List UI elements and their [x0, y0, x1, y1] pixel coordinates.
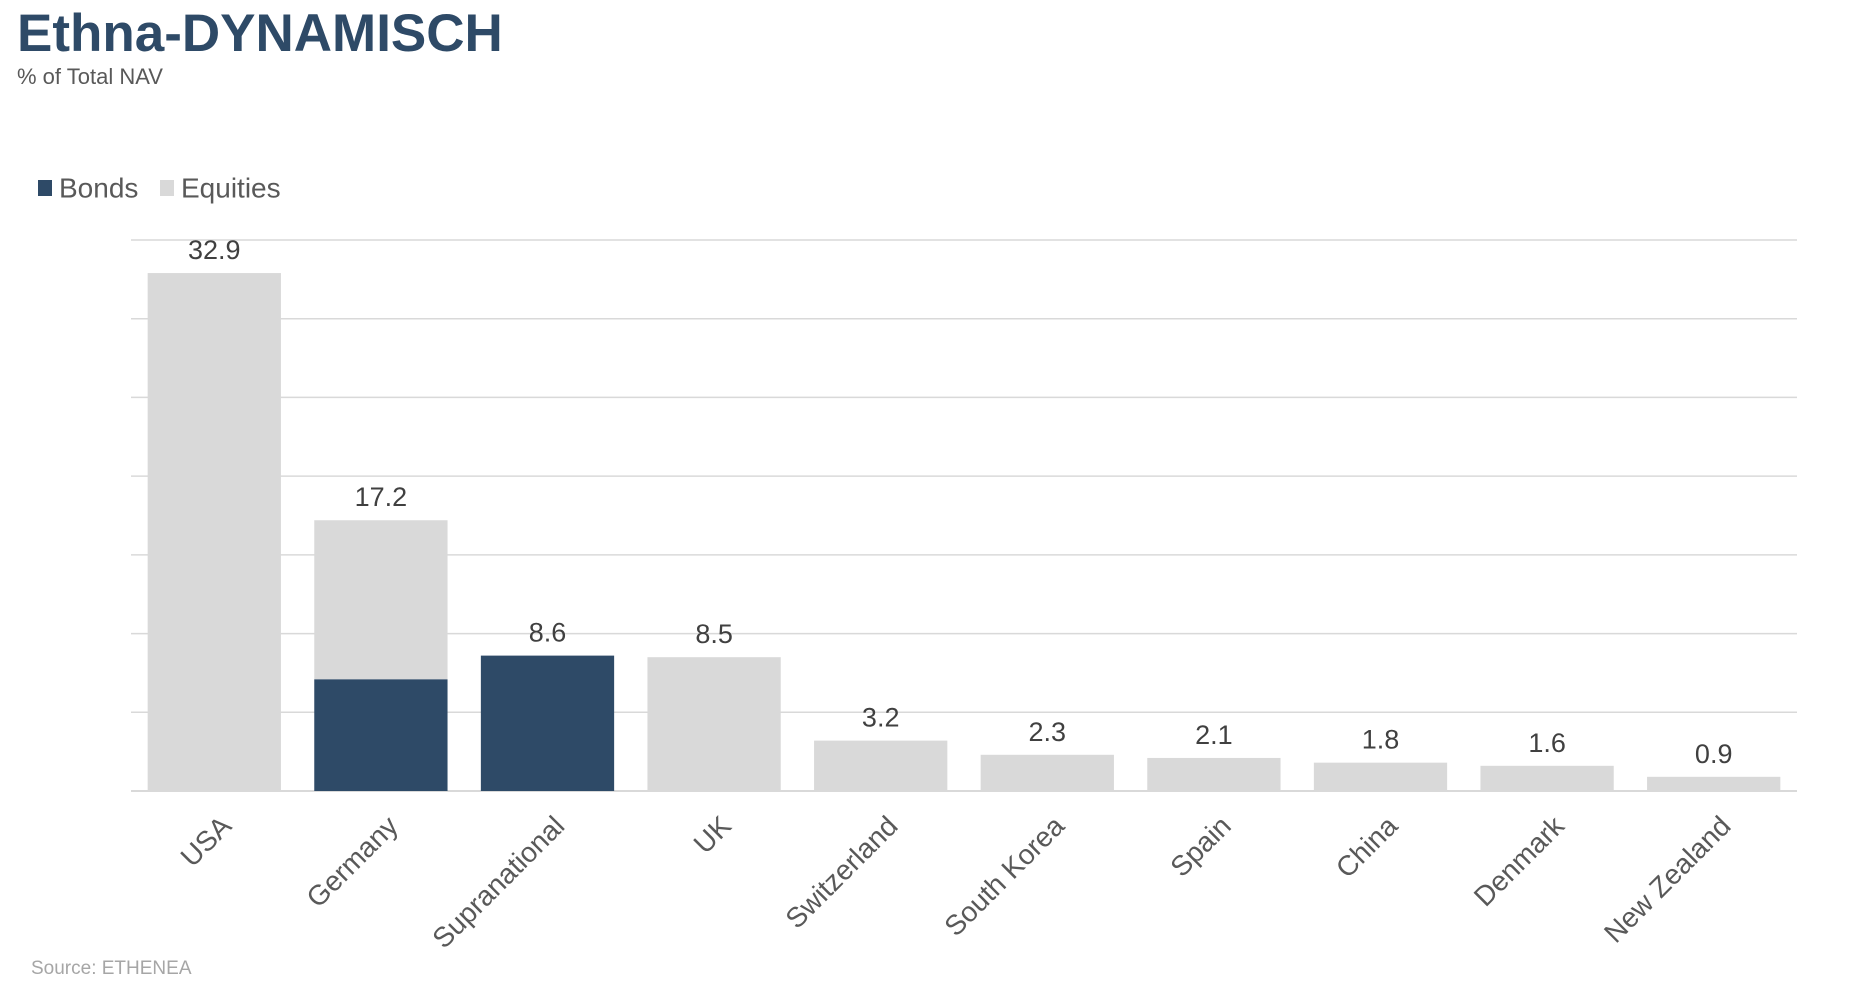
- x-axis: USA Germany Supranational UK Switzerland Sout…: [175, 809, 1737, 954]
- legend-swatch: [160, 180, 174, 196]
- data-label: 8.5: [695, 619, 733, 649]
- data-label: 0.9: [1695, 739, 1733, 769]
- category-label: Switzerland: [779, 810, 903, 934]
- data-label: 17.2: [355, 482, 408, 512]
- category-label: South Korea: [938, 810, 1070, 942]
- category-label: USA: [175, 810, 238, 873]
- legend-label: Bonds: [59, 173, 138, 204]
- category-label: Spain: [1164, 810, 1237, 883]
- bar-equities: [314, 520, 448, 680]
- legend-swatch: [38, 180, 52, 196]
- bar-equities: [1480, 765, 1614, 791]
- category-label: Germany: [301, 810, 404, 913]
- category-label: Supranational: [426, 810, 570, 954]
- legend-label: Equities: [181, 173, 281, 204]
- data-label: 32.9: [188, 235, 241, 265]
- source-note: Source: ETHENEA: [31, 958, 192, 979]
- data-label: 8.6: [529, 618, 567, 648]
- bar-bonds: [314, 679, 448, 791]
- bars: [147, 273, 1781, 791]
- bar-equities: [1147, 757, 1281, 791]
- category-label: Denmark: [1468, 809, 1571, 912]
- category-label: New Zealand: [1598, 810, 1737, 949]
- data-label: 1.6: [1528, 728, 1566, 758]
- bar-equities: [1647, 776, 1781, 791]
- bar-equities: [647, 657, 781, 791]
- data-label: 2.1: [1195, 720, 1233, 750]
- data-labels: 32.9 17.2 8.6 8.5 3.2 2.3 2.1 1.8 1.6 0.9: [188, 235, 1732, 769]
- bar-equities: [147, 273, 281, 791]
- bar-equities: [980, 754, 1114, 791]
- category-label: UK: [688, 810, 738, 860]
- data-label: 3.2: [862, 703, 900, 733]
- category-label: China: [1330, 810, 1404, 884]
- bar-equities: [1313, 762, 1448, 791]
- data-label: 2.3: [1029, 717, 1067, 747]
- chart-title: Ethna-DYNAMISCH: [17, 4, 503, 63]
- chart-subtitle: % of Total NAV: [17, 64, 163, 89]
- bar-equities: [814, 740, 948, 791]
- bar-bonds: [480, 655, 615, 791]
- legend: Bonds Equities: [38, 173, 281, 204]
- data-label: 1.8: [1362, 725, 1400, 755]
